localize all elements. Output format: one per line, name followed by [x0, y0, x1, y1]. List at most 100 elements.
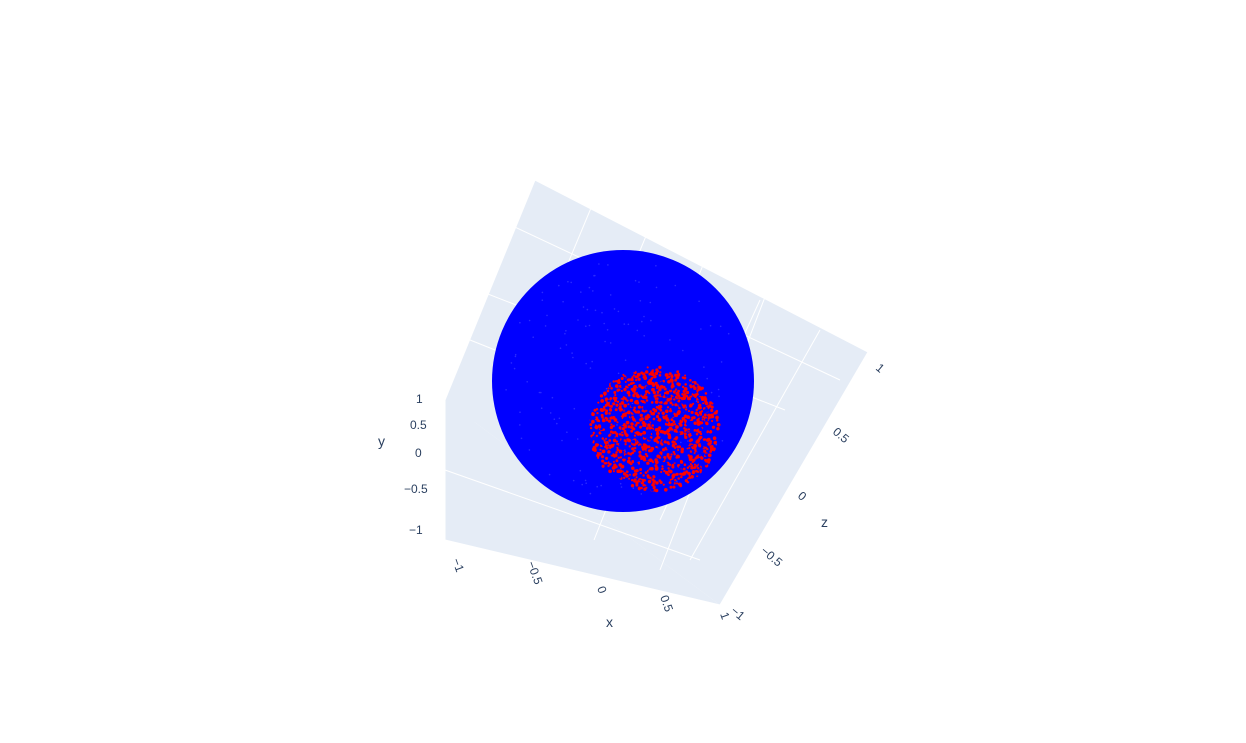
red-point: [695, 408, 699, 412]
red-point: [648, 471, 652, 475]
red-point: [650, 401, 654, 404]
red-point: [673, 440, 676, 444]
red-point: [697, 406, 701, 410]
red-point: [604, 416, 608, 420]
red-point: [608, 412, 611, 415]
red-point: [631, 417, 636, 421]
blue-point: [580, 291, 582, 293]
red-point: [618, 406, 622, 411]
red-point: [592, 445, 597, 450]
red-point: [609, 404, 613, 408]
red-point: [702, 415, 705, 419]
z-tick: 1: [873, 361, 887, 376]
red-point: [610, 386, 613, 390]
blue-point: [641, 320, 643, 323]
red-point: [596, 453, 600, 458]
red-point: [615, 459, 619, 463]
blue-point: [634, 279, 637, 282]
blue-point: [604, 340, 606, 343]
red-point: [688, 456, 692, 460]
red-point: [687, 410, 691, 413]
red-point: [612, 438, 617, 443]
red-point: [705, 453, 708, 457]
blue-point: [617, 372, 620, 375]
red-point: [673, 428, 678, 433]
blue-point: [581, 483, 583, 486]
red-point: [649, 382, 652, 385]
blue-point: [588, 286, 591, 289]
red-point: [665, 414, 668, 417]
red-point: [714, 414, 717, 417]
red-point: [631, 460, 635, 464]
red-point: [618, 426, 622, 430]
red-point: [678, 403, 682, 408]
blue-point: [687, 440, 689, 442]
red-point: [652, 390, 656, 395]
red-point: [688, 375, 691, 379]
blue-point: [617, 310, 620, 313]
red-point: [655, 384, 660, 388]
red-point: [644, 471, 648, 474]
red-point: [699, 387, 703, 391]
red-point: [672, 390, 676, 394]
red-point: [595, 446, 599, 450]
red-point: [623, 403, 628, 408]
red-point: [705, 438, 710, 442]
red-point: [650, 377, 653, 380]
blue-point: [655, 265, 657, 267]
red-point: [698, 454, 701, 457]
red-point: [662, 453, 665, 456]
red-point: [707, 413, 711, 418]
red-point: [715, 409, 719, 413]
red-point: [643, 478, 646, 482]
red-point: [709, 445, 713, 449]
red-point: [641, 395, 646, 399]
red-point: [693, 390, 697, 394]
red-point: [635, 476, 638, 479]
red-point: [645, 457, 649, 461]
red-point: [697, 403, 702, 408]
red-point: [700, 443, 704, 446]
red-point: [696, 422, 701, 426]
z-tick: 0.5: [830, 425, 852, 447]
red-point: [674, 385, 679, 390]
red-point: [651, 370, 654, 374]
red-point: [616, 400, 620, 403]
red-point: [599, 394, 604, 398]
blue-point: [640, 493, 643, 495]
red-point: [699, 432, 703, 436]
red-point: [674, 442, 678, 446]
red-point: [661, 411, 665, 415]
sphere-series-blue[interactable]: [492, 250, 754, 512]
red-point: [622, 396, 626, 399]
red-point: [673, 370, 676, 374]
red-point: [681, 404, 684, 407]
red-point: [691, 441, 694, 444]
blue-point: [720, 361, 723, 363]
red-point: [597, 401, 600, 404]
red-point: [607, 450, 611, 454]
red-point: [647, 423, 651, 427]
red-point: [622, 373, 625, 376]
red-point: [633, 449, 636, 453]
blue-point: [589, 492, 592, 495]
red-point: [705, 421, 708, 425]
red-point: [642, 422, 647, 427]
red-point: [683, 387, 688, 391]
red-point: [600, 399, 605, 403]
red-series-points[interactable]: [588, 365, 721, 493]
red-point: [669, 409, 673, 413]
red-point: [704, 392, 708, 395]
red-point: [631, 451, 634, 455]
red-point: [664, 373, 669, 377]
red-point: [669, 407, 672, 411]
red-point: [610, 423, 613, 426]
z-axis-title: z: [821, 514, 828, 530]
red-point: [655, 397, 659, 400]
red-point: [648, 392, 651, 395]
red-point: [670, 453, 673, 456]
blue-point: [727, 332, 730, 335]
red-point: [648, 476, 652, 480]
red-point: [625, 433, 629, 438]
